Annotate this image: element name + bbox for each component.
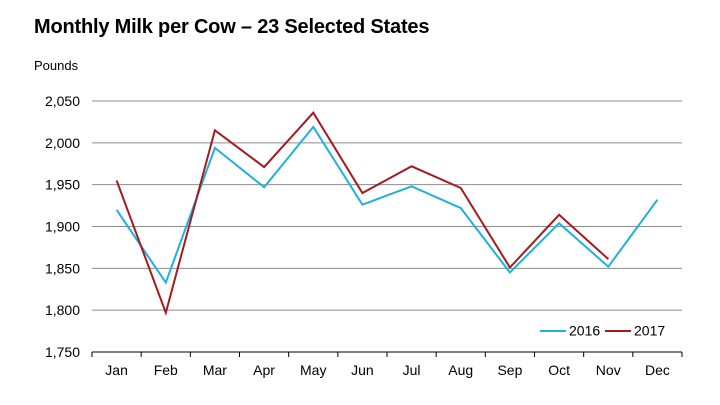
x-tick-label: Jan (105, 362, 128, 378)
y-tick-label: 1,750 (45, 344, 80, 360)
chart-title: Monthly Milk per Cow – 23 Selected State… (34, 16, 430, 38)
y-tick-label: 1,850 (45, 260, 80, 276)
x-tick-label: Sep (497, 362, 522, 378)
y-tick-label: 1,900 (45, 219, 80, 235)
x-tick-label: Jun (351, 362, 374, 378)
x-tick-label: Mar (203, 362, 227, 378)
x-tick-label: Oct (548, 362, 570, 378)
x-tick-label: May (300, 362, 326, 378)
legend-label-2016: 2016 (569, 323, 600, 339)
y-tick-label: 2,000 (45, 135, 80, 151)
x-tick-label: Dec (645, 362, 670, 378)
series-line-2017 (115, 111, 609, 316)
x-tick-label: Aug (448, 362, 473, 378)
legend-label-2017: 2017 (634, 323, 665, 339)
x-tick-label: Feb (154, 362, 178, 378)
y-tick-label: 2,050 (45, 93, 80, 109)
y-axis-unit-label: Pounds (34, 58, 79, 73)
series-line-2016 (115, 125, 659, 285)
y-tick-label: 1,800 (45, 302, 80, 318)
x-tick-label: Jul (403, 362, 421, 378)
x-tick-label: Nov (596, 362, 621, 378)
x-tick-label: Apr (253, 362, 275, 378)
y-tick-label: 1,950 (45, 177, 80, 193)
